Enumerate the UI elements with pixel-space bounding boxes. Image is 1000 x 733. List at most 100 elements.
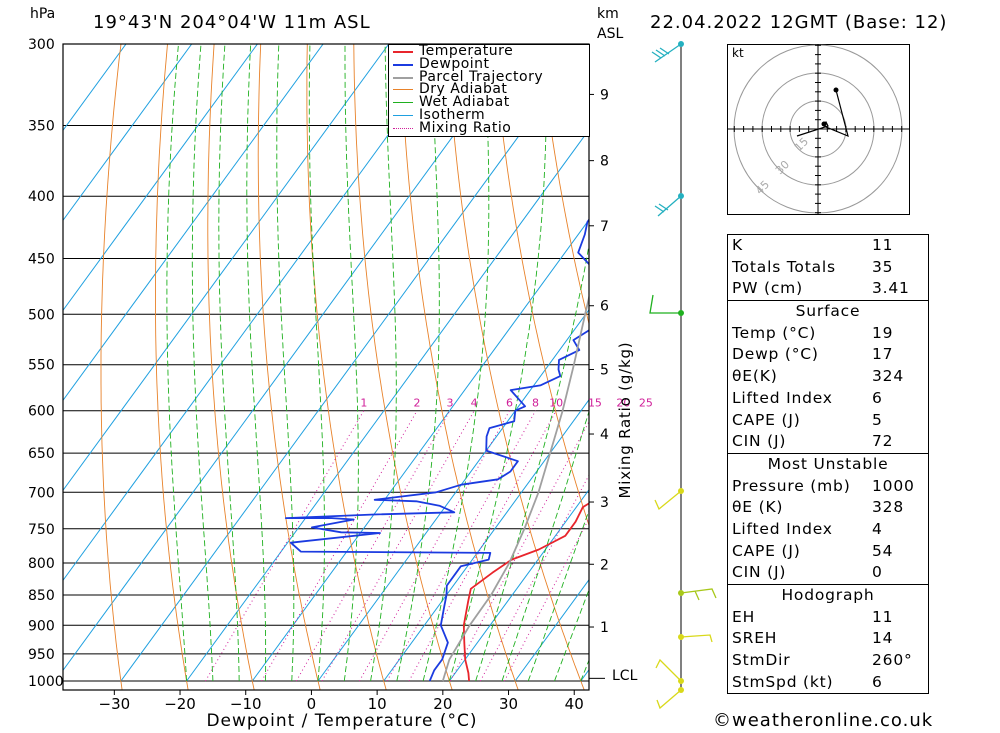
mixing-ratio-line-4 [321,410,475,682]
mixing-ratio-line-10 [408,410,557,682]
wet-adiabat-line [396,44,440,682]
pressure-label-400: 400 [28,189,55,205]
wind-dot-1010 [678,687,684,693]
wet-adiabat-line [246,44,267,682]
wet-adiabat-line [191,44,214,682]
pressure-label-300: 300 [28,37,55,53]
x-tick-label--30: −30 [99,695,131,713]
row-eh: EH 11 [732,607,894,626]
wet-adiabat-line [370,44,397,682]
km-unit-label: km [597,6,619,22]
x-tick-label-20: 20 [433,695,452,713]
x-tick-label-0: 0 [307,695,317,713]
hodograph-table-title: Hodograph [781,586,875,604]
pressure-label-550: 550 [28,358,55,374]
mixing-ratio-label-4: 4 [471,397,478,410]
wind-dot-1000 [678,678,684,684]
isotherm-line [63,44,258,312]
km-label-4: 4 [600,427,609,443]
isotherm-line [63,44,455,582]
mixing-ratio-line-1 [205,410,365,682]
x-tick-label--20: −20 [164,695,196,713]
mixing-ratio-line-8 [386,410,536,682]
series-parcel-trajectory [441,293,589,682]
pressure-label-750: 750 [28,522,55,538]
pressure-label-700: 700 [28,485,55,501]
km-label-5: 5 [600,362,609,378]
legend-item-isotherm: Isotherm [389,108,589,122]
row-stmspd: StmSpd (kt) 6 [732,672,883,691]
wind-dot-700 [678,488,684,494]
wind-dot-400 [678,193,684,199]
wind-dot-500 [678,310,684,316]
wind-barb-850 [680,588,717,601]
isotherm-line [251,218,589,682]
wind-barb-300 [651,43,682,63]
wind-dot-300 [678,41,684,47]
isotherm-line [647,44,721,681]
km-label-9: 9 [600,87,609,103]
indices-table: K 11 Totals Totals 35 PW (cm) 3.41 Surface … [727,234,929,695]
legend-item-dry-adiabat: Dry Adiabat [389,83,589,96]
pressure-label-600: 600 [28,404,55,420]
legend-item-dewpoint: Dewpoint [389,57,589,71]
mixing-ratio-line-15 [449,420,589,682]
isotherm-line [448,488,589,682]
wind-barb-400 [654,195,682,217]
dry-adiabat-line [257,44,321,690]
legend-item-parcel: Parcel Trajectory [389,70,589,83]
isotherm-line [186,128,589,682]
plot-frame [62,43,590,691]
mixing-ratio-axis-title: Mixing Ratio (g/kg) [616,342,634,499]
mixing-ratio-line-2 [261,410,418,682]
wet-adiabat-line [308,44,325,682]
dry-adiabat-line [539,44,589,326]
km-label-2: 2 [600,557,609,573]
mixing-ratio-label-10: 10 [549,397,563,410]
row-surface-temp: Temp (°C) 19 [732,323,894,342]
row-k: K 11 [732,236,894,254]
hodograph-unit: kt [732,46,744,60]
row-surface-theta: θE(K) 324 [732,367,904,386]
mixing-ratio-label-6: 6 [506,397,513,410]
row-totals-totals: Totals Totals 35 [732,257,894,276]
wind-barb-1010 [656,689,682,710]
x-tick-label-10: 10 [368,695,387,713]
x-tick-label-40: 40 [565,695,584,713]
km-label-1: 1 [600,620,609,636]
row-mu-theta: θE (K) 328 [732,498,904,517]
km-label-7: 7 [600,219,609,235]
km-label-3: 3 [600,495,609,511]
row-mu-cape: CAPE (J) 54 [732,541,894,560]
km-label-6: 6 [600,299,609,315]
wet-adiabat-line [554,588,589,682]
x-tick-label-30: 30 [499,695,518,713]
series-temperature [462,502,589,682]
mixing-ratio-label-8: 8 [532,397,539,410]
mixing-ratio-label-20: 20 [616,397,630,410]
row-surface-cin: CIN (J) 72 [732,432,894,451]
datetime-title: 22.04.2022 12GMT (Base: 12) [650,12,948,33]
isotherm-line [317,308,589,682]
wet-adiabat-line [475,243,589,682]
isotherm-line [120,44,587,682]
wind-dot-850 [678,590,684,596]
row-mu-pressure: Pressure (mb) 1000 [732,476,915,495]
isotherm-line [383,398,589,682]
legend-item-temperature: Temperature [389,44,589,58]
mixing-ratio-label-1: 1 [360,397,367,410]
wet-adiabat-line [448,44,547,682]
most-unstable-title: Most Unstable [767,454,889,473]
pressure-label-800: 800 [28,556,55,572]
row-stmdir: StmDir 260° [732,651,913,670]
asl-unit-label: ASL [597,26,624,42]
dry-adiabat-line [100,44,123,690]
surface-title: Surface [795,302,861,321]
wind-barb-925 [680,634,713,643]
row-sreh: SREH 14 [732,629,894,648]
wind-barb-700 [654,490,682,511]
hodograph: kt 15 30 45 [727,44,910,215]
row-surface-li: Lifted Index 6 [732,388,883,407]
row-mu-li: Lifted Index 4 [732,519,883,538]
pressure-label-500: 500 [28,307,55,323]
